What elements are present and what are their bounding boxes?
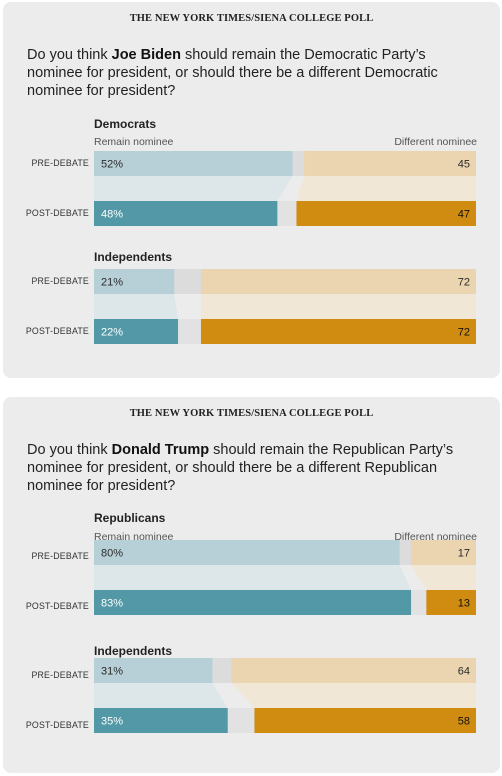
- bar-remain-nominee: [94, 658, 213, 683]
- bar-remain-nominee: [94, 151, 293, 176]
- poll-card-biden: THE NEW YORK TIMES/SIENA COLLEGE POLL Do…: [3, 2, 500, 378]
- connector-different: [296, 176, 476, 201]
- row-label: POST-DEBATE: [25, 720, 89, 730]
- stacked-bar-chart: 80% 17 83% 13 31% 64 35% 58: [94, 540, 476, 733]
- chart-question: Do you think Donald Trump should remain …: [27, 441, 472, 495]
- data-label-remain: 21%: [101, 277, 123, 289]
- group-label: Independents: [94, 250, 173, 264]
- row-label: PRE-DEBATE: [31, 158, 89, 168]
- bar-remain-nominee: [94, 319, 179, 344]
- data-label-remain: 31%: [101, 666, 123, 678]
- bar-different-nominee: [304, 151, 476, 176]
- data-label-different: 72: [458, 277, 470, 289]
- poll-card-trump: THE NEW YORK TIMES/SIENA COLLEGE POLL Do…: [3, 397, 500, 773]
- question-text-end: should remain the Democratic Party’s nom…: [27, 47, 438, 99]
- connector-remain: [94, 294, 179, 319]
- row-label: PRE-DEBATE: [31, 276, 89, 286]
- data-label-remain: 52%: [101, 159, 123, 171]
- bar-different-nominee: [231, 658, 476, 683]
- row-label: POST-DEBATE: [25, 326, 89, 336]
- row-label: PRE-DEBATE: [31, 670, 89, 680]
- question-text-start: Do you think: [27, 47, 112, 63]
- connector-remain: [94, 176, 293, 201]
- bar-remain-nominee: [94, 590, 412, 615]
- bar-different-nominee: [411, 540, 476, 565]
- chart-source: THE NEW YORK TIMES/SIENA COLLEGE POLL: [129, 408, 374, 419]
- data-label-different: 47: [458, 209, 470, 221]
- stacked-bar-chart: 52% 45 48% 47 21% 72 22% 72: [94, 151, 476, 344]
- data-label-different: 17: [458, 548, 470, 560]
- row-label: POST-DEBATE: [25, 601, 89, 611]
- connector-different: [411, 565, 476, 590]
- data-label-remain: 80%: [101, 548, 123, 560]
- legend-different-nominee: Different nominee: [394, 136, 477, 148]
- row-label: POST-DEBATE: [25, 208, 89, 218]
- data-label-different: 72: [458, 327, 470, 339]
- bar-remain-nominee: [94, 269, 175, 294]
- bar-remain-nominee: [94, 708, 228, 733]
- data-label-different: 58: [458, 716, 470, 728]
- bar-remain-nominee: [94, 201, 278, 226]
- bar-remain-nominee: [94, 540, 400, 565]
- bar-different-nominee: [200, 319, 476, 344]
- bar-different-nominee: [296, 201, 476, 226]
- bar-different-nominee: [426, 590, 476, 615]
- bar-different-nominee: [254, 708, 476, 733]
- data-label-remain: 83%: [101, 598, 123, 610]
- connector-remain: [94, 565, 412, 590]
- data-label-different: 13: [458, 598, 470, 610]
- chart-question: Do you think Joe Biden should remain the…: [27, 46, 472, 100]
- data-label-remain: 35%: [101, 716, 123, 728]
- question-candidate-name: Donald Trump: [111, 442, 210, 458]
- group-label: Republicans: [94, 511, 166, 525]
- group-label: Democrats: [94, 117, 157, 131]
- connector-different: [200, 294, 476, 319]
- legend-remain-nominee: Remain nominee: [94, 136, 174, 148]
- bar-different-nominee: [200, 269, 476, 294]
- group-label: Independents: [94, 644, 173, 658]
- question-candidate-name: Joe Biden: [111, 47, 181, 63]
- connector-different: [231, 683, 476, 708]
- row-label: PRE-DEBATE: [31, 551, 89, 561]
- connector-remain: [94, 683, 228, 708]
- question-text-start: Do you think: [27, 442, 112, 458]
- data-label-remain: 48%: [101, 209, 123, 221]
- chart-source: THE NEW YORK TIMES/SIENA COLLEGE POLL: [129, 13, 374, 24]
- data-label-different: 64: [458, 666, 470, 678]
- question-text-end: should remain the Republican Party’s nom…: [27, 442, 454, 494]
- data-label-remain: 22%: [101, 327, 123, 339]
- data-label-different: 45: [458, 159, 470, 171]
